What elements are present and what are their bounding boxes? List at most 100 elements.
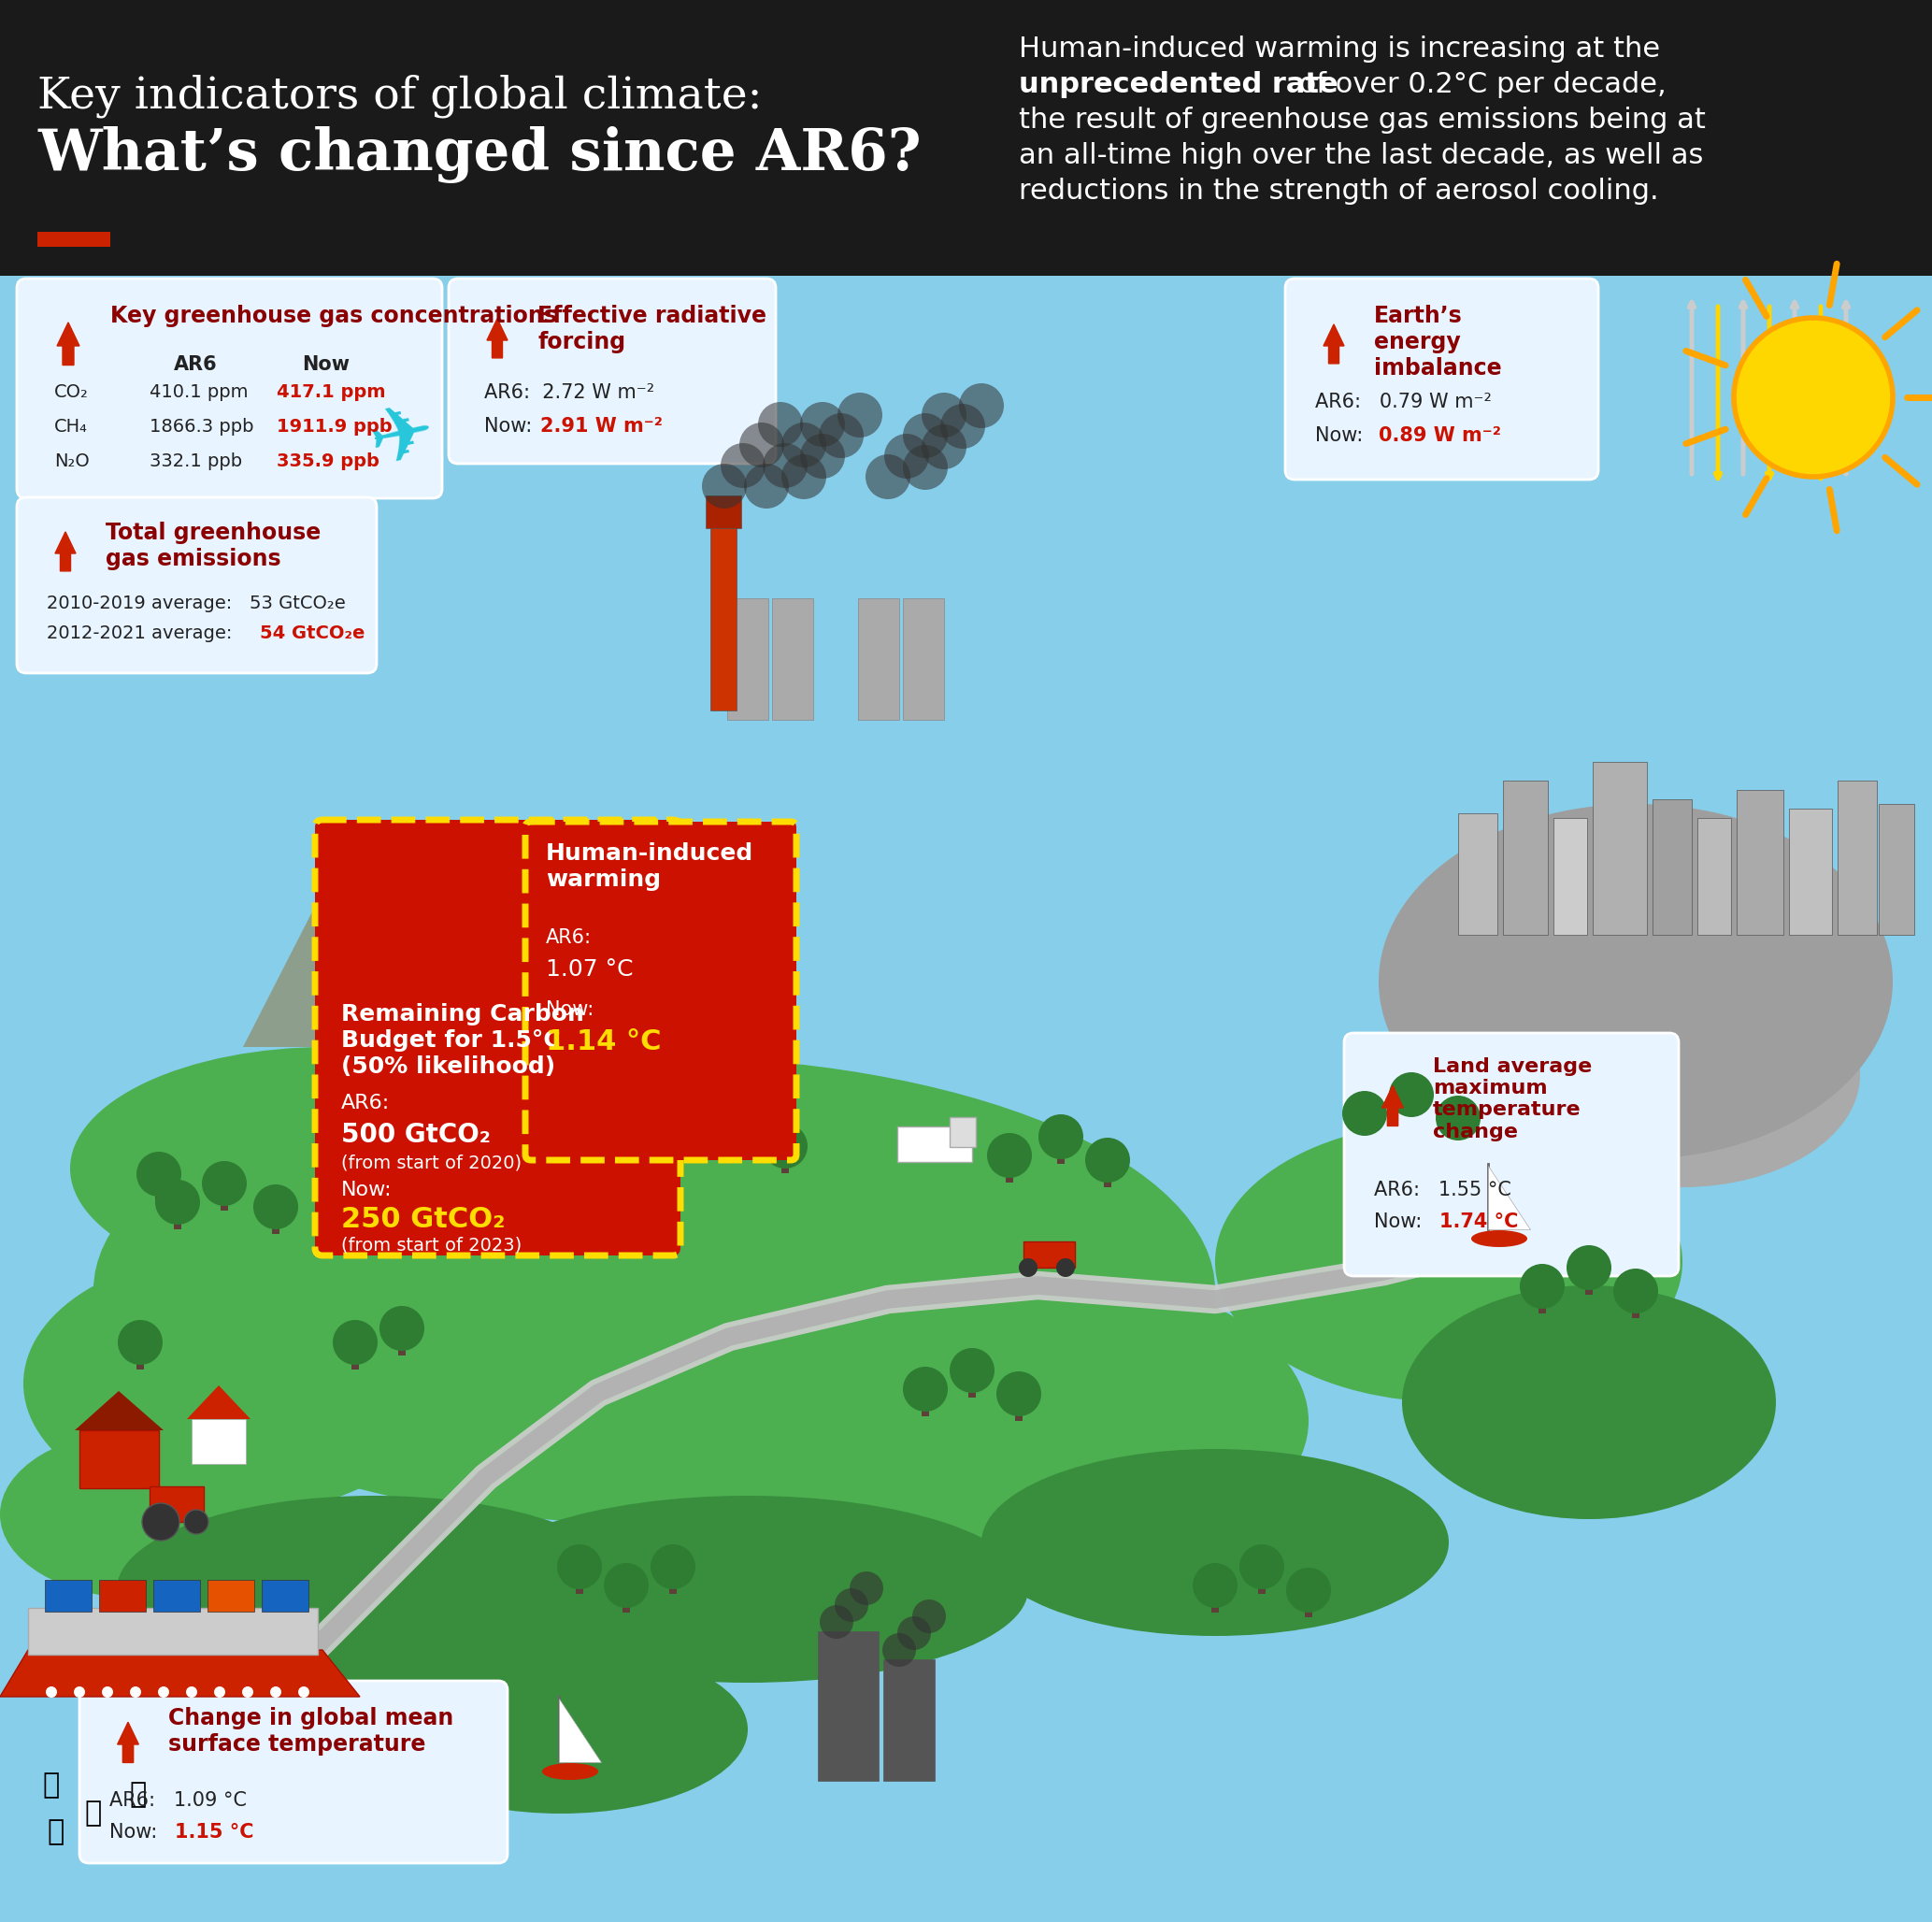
Text: Change in global mean
surface temperature: Change in global mean surface temperatur… [168,1707,454,1755]
Polygon shape [402,911,551,1057]
Bar [1408,1105,1414,1122]
Ellipse shape [1379,803,1893,1159]
Ellipse shape [663,1122,1113,1309]
Text: AR6:: AR6: [547,928,591,948]
Ellipse shape [1470,1230,1528,1247]
Text: 332.1 ppb: 332.1 ppb [149,452,242,471]
Polygon shape [398,875,446,934]
Circle shape [837,392,883,438]
Text: AR6: AR6 [174,356,218,375]
Circle shape [46,1686,58,1697]
Bar [1459,813,1497,934]
Circle shape [158,1686,170,1697]
Circle shape [800,402,844,446]
Text: AR6:  2.72 W m⁻²: AR6: 2.72 W m⁻² [485,382,655,402]
Bar [1538,1297,1546,1313]
Polygon shape [332,875,514,1047]
Bar [902,598,945,721]
Bar [37,233,110,246]
Polygon shape [1488,1167,1530,1230]
FancyBboxPatch shape [17,498,377,673]
Circle shape [605,1563,649,1609]
Circle shape [1567,1245,1611,1290]
Bar [44,1580,91,1613]
Circle shape [332,1320,377,1365]
Bar [352,1353,359,1370]
Circle shape [129,1686,141,1697]
Polygon shape [643,1046,678,1111]
Bar [883,1659,935,1782]
Bar [817,1632,879,1782]
Bar [29,1609,317,1655]
Ellipse shape [543,1762,599,1780]
Bar [1837,780,1876,934]
Circle shape [987,1132,1032,1178]
Circle shape [651,1545,696,1589]
Text: Total greenhouse
gas emissions: Total greenhouse gas emissions [106,521,321,571]
Bar [272,1219,280,1234]
Text: 54 GtCO₂e: 54 GtCO₂e [259,625,365,642]
Circle shape [253,1184,298,1230]
Text: Now:: Now: [110,1822,170,1841]
Circle shape [744,463,788,509]
Text: Human-induced
warming: Human-induced warming [547,842,753,890]
Polygon shape [487,319,508,357]
Bar [576,1578,583,1593]
Text: 1.07 °C: 1.07 °C [547,959,634,980]
Circle shape [902,446,949,490]
Polygon shape [187,1386,251,1418]
Polygon shape [477,876,518,953]
Text: AR6:   1.55 °C: AR6: 1.55 °C [1374,1180,1511,1199]
Bar [781,1157,788,1172]
Bar [705,496,742,529]
Circle shape [781,454,827,500]
Text: unprecedented rate: unprecedented rate [1018,71,1339,98]
Bar [1586,1278,1592,1295]
Circle shape [866,454,910,500]
Circle shape [740,423,784,467]
Bar [99,1580,145,1613]
Polygon shape [243,846,448,1047]
Bar [1878,803,1915,934]
Bar [1360,1124,1368,1140]
Circle shape [922,392,966,438]
Polygon shape [58,323,79,365]
Circle shape [1018,1259,1037,1276]
Bar [1211,1597,1219,1613]
Circle shape [242,1686,253,1697]
Text: 1.14 °C: 1.14 °C [547,1028,661,1055]
Text: the result of greenhouse gas emissions being at: the result of greenhouse gas emissions b… [1018,106,1706,135]
Circle shape [612,1115,659,1159]
Bar [1455,1130,1463,1146]
Circle shape [912,1599,947,1634]
FancyBboxPatch shape [17,279,442,498]
Circle shape [1343,1092,1387,1136]
Ellipse shape [1215,1122,1683,1403]
Bar [153,1580,201,1613]
Ellipse shape [1505,963,1861,1188]
Text: 2012-2021 average:: 2012-2021 average: [46,625,249,642]
Bar [678,1124,686,1140]
Text: 410.1 ppm: 410.1 ppm [149,382,247,402]
Bar [951,1117,976,1147]
Circle shape [781,423,827,467]
Circle shape [73,1686,85,1697]
Polygon shape [1381,1086,1403,1126]
Circle shape [1733,317,1893,477]
Text: ✈: ✈ [361,394,442,480]
Bar [191,1418,245,1465]
Text: Now:: Now: [1316,427,1381,446]
Bar [922,1401,929,1417]
Circle shape [143,1503,180,1541]
Circle shape [763,1124,808,1169]
Text: CH₄: CH₄ [54,417,87,436]
Circle shape [1389,1072,1434,1117]
Circle shape [118,1320,162,1365]
Bar [149,1486,203,1522]
Circle shape [711,1109,755,1155]
Text: 250 GtCO₂: 250 GtCO₂ [342,1205,504,1234]
Text: Effective radiative
forcing: Effective radiative forcing [537,306,767,354]
Circle shape [155,1180,201,1224]
Text: AR6:   0.79 W m⁻²: AR6: 0.79 W m⁻² [1316,392,1492,411]
Text: 1866.3 ppb: 1866.3 ppb [149,417,253,436]
